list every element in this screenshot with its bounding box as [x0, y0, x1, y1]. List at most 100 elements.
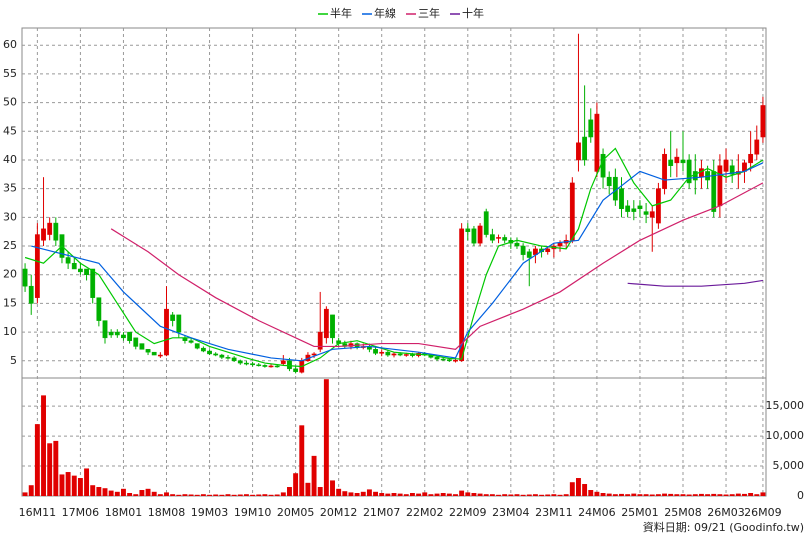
volume-bar: [385, 493, 391, 496]
volume-bar: [268, 494, 274, 496]
x-tick-label: 18M01: [105, 506, 143, 519]
candle-body: [711, 171, 717, 212]
volume-bar: [250, 494, 256, 496]
volume-bar: [237, 494, 243, 496]
volume-bar: [114, 491, 120, 496]
volume-bar: [477, 493, 483, 496]
volume-bar: [176, 494, 182, 496]
volume-bar: [243, 494, 249, 496]
volume-bar: [28, 485, 34, 496]
volume-bar: [748, 493, 754, 496]
volume-bar: [471, 493, 477, 496]
volume-bar: [366, 489, 372, 496]
candle-body: [526, 251, 532, 258]
volume-bar: [428, 494, 434, 496]
plot-frame: [21, 27, 767, 497]
volume-bar: [102, 488, 108, 496]
candle-body: [164, 308, 169, 356]
volume-bar: [120, 488, 126, 496]
candle-body: [699, 168, 704, 178]
candle-body: [127, 331, 133, 341]
candle-body: [53, 222, 59, 241]
volume-bar: [588, 490, 594, 496]
candle-body: [145, 349, 151, 353]
candle-body: [453, 359, 458, 362]
volume-bar: [84, 468, 90, 496]
candle-body: [237, 360, 243, 364]
candle-body: [668, 159, 674, 166]
candle-body: [391, 353, 397, 356]
volume-bar: [34, 424, 40, 496]
y-tick-label: 45: [3, 124, 17, 137]
volume-bar: [422, 492, 428, 496]
candle-body: [157, 354, 163, 357]
volume-bar: [483, 494, 489, 496]
candle-body: [323, 308, 329, 339]
volume-bar: [723, 494, 729, 496]
candle-body: [582, 136, 588, 161]
x-tick-label: 23M11: [535, 506, 573, 519]
volume-bar: [409, 493, 415, 496]
volume-bar: [188, 494, 194, 496]
candle-body: [385, 351, 391, 356]
volume-bar: [416, 493, 422, 496]
y-tick-label: 15,000: [766, 399, 805, 412]
volume-bar: [336, 488, 342, 496]
y-tick-label: 10: [3, 325, 17, 338]
volume-bar: [576, 478, 581, 496]
volume-bar: [637, 494, 643, 496]
volume-bar: [649, 494, 655, 496]
volume-bar: [434, 493, 440, 496]
candle-body: [268, 365, 274, 368]
candle-body: [280, 360, 286, 364]
ma-line: [110, 182, 764, 350]
volume-bar: [164, 492, 169, 496]
volume-bar: [692, 494, 698, 496]
candle-body: [170, 314, 176, 321]
x-tick-label: 23M04: [492, 506, 530, 519]
ma-line: [627, 279, 764, 287]
candle-body: [28, 285, 34, 304]
x-tick-label: 25M08: [664, 506, 702, 519]
candle-body: [619, 188, 624, 209]
footer: 資料日期: 09/21 (Goodinfo.tw): [643, 520, 804, 534]
legend-label: 三年: [418, 6, 440, 20]
volume-bar: [379, 493, 385, 496]
volume-bar: [582, 484, 588, 496]
volume-bar: [41, 395, 46, 496]
volume-bar: [182, 494, 188, 496]
candle-body: [434, 357, 440, 360]
candle-body: [594, 113, 600, 172]
candle-body: [545, 248, 551, 253]
candle-body: [317, 331, 323, 350]
volume-bar: [532, 494, 538, 496]
legend-label: 半年: [330, 6, 352, 20]
volume-bar: [735, 493, 741, 496]
candle-body: [655, 188, 661, 224]
candle-body: [151, 351, 157, 356]
volume-bar: [360, 491, 366, 496]
x-tick-label: 25M01: [621, 506, 659, 519]
volume-bar: [686, 494, 692, 496]
volume-bar: [219, 494, 225, 496]
candle-body: [637, 205, 643, 209]
x-tick-label: 26M03: [707, 506, 745, 519]
candle-body: [576, 142, 581, 161]
candle-body: [90, 268, 96, 298]
candle-body: [717, 165, 723, 207]
candle-body: [262, 365, 268, 367]
candle-body: [397, 353, 403, 356]
volume-bar: [674, 494, 680, 496]
volume-bar: [539, 494, 545, 496]
volume-bar: [65, 472, 71, 496]
candle-body: [311, 353, 317, 356]
y-tick-label: 60: [3, 38, 17, 51]
candle-body: [631, 208, 637, 212]
volume-bar: [299, 425, 305, 496]
volume-bar: [754, 494, 760, 496]
volume-bar: [526, 494, 532, 496]
candle-body: [84, 268, 89, 275]
candle-body: [600, 153, 606, 178]
candle-body: [674, 156, 680, 164]
y-tick-label: 5: [10, 354, 17, 367]
